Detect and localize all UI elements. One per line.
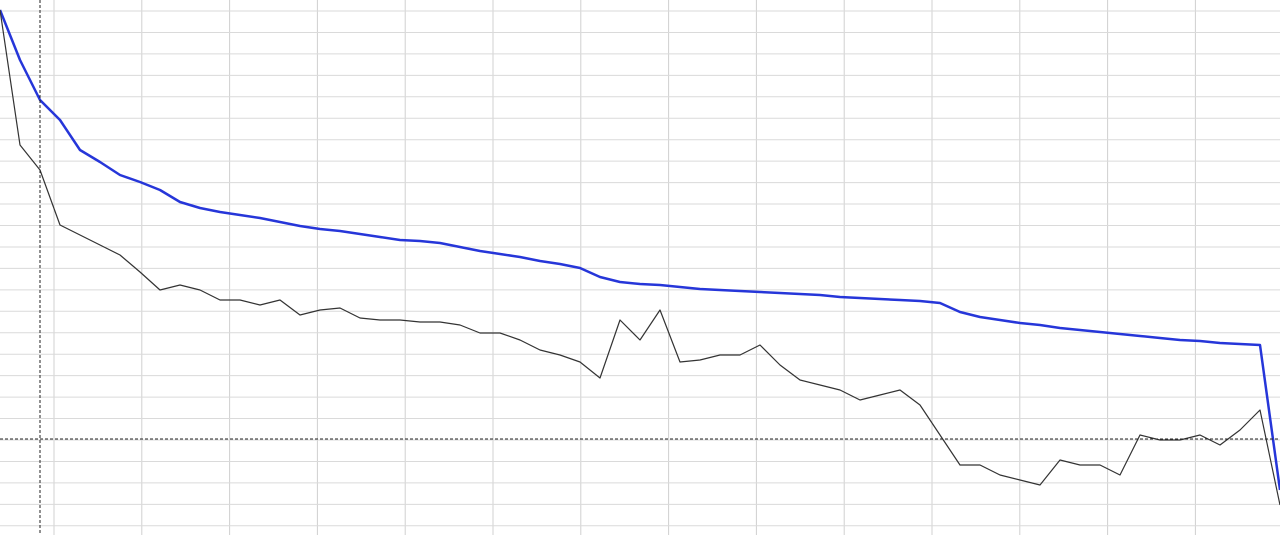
series-line bbox=[0, 9, 1280, 506]
series-line bbox=[0, 9, 1280, 491]
series-group bbox=[0, 9, 1280, 506]
